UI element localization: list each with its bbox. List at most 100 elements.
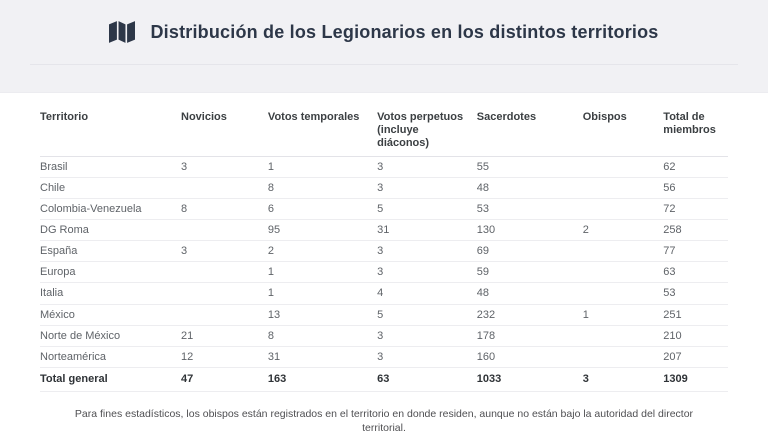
title-wrap: Distribución de los Legionarios en los d… [0, 0, 768, 44]
territory-cell: Europa [40, 261, 181, 284]
territory-cell: DG Roma [40, 219, 181, 242]
value-cell [582, 346, 664, 368]
table-row: Italia 1 4 48 53 [40, 282, 728, 305]
value-cell [181, 261, 268, 284]
territory-cell: Chile [40, 177, 181, 200]
value-cell: 77 [663, 240, 728, 263]
value-cell: 2 [267, 240, 378, 263]
value-cell: 48 [476, 282, 583, 305]
value-cell: 72 [663, 198, 728, 221]
total-value-cell: 163 [267, 367, 378, 392]
value-cell [181, 219, 268, 242]
column-header-label: Territorio [40, 111, 89, 123]
territories-table: Territorio Novicios Votos temporales Votos … [40, 107, 728, 392]
value-cell: 21 [181, 325, 268, 347]
column-header: Territorio [40, 107, 181, 157]
territory-cell: España [40, 240, 181, 263]
total-value-cell: 3 [582, 367, 664, 392]
table-head: Territorio Novicios Votos temporales Votos … [40, 107, 728, 157]
value-cell: 1 [582, 304, 664, 326]
value-cell [181, 304, 268, 326]
value-cell: 4 [377, 282, 477, 305]
table-section: Territorio Novicios Votos temporales Votos … [0, 93, 768, 433]
map-icon [109, 20, 136, 44]
header: Distribución de los Legionarios en los d… [0, 0, 768, 93]
column-header: Sacerdotes [476, 107, 583, 157]
table-row: Colombia-Venezuela 8 6 5 53 72 [40, 198, 728, 221]
value-cell: 95 [267, 219, 378, 242]
territory-cell: Italia [40, 282, 181, 305]
value-cell: 3 [377, 325, 477, 347]
value-cell: 69 [476, 240, 583, 263]
column-header-label: Votos temporales [267, 111, 360, 123]
value-cell: 59 [476, 261, 583, 284]
value-cell: 3 [377, 261, 477, 284]
value-cell: 3 [377, 346, 477, 368]
table-foot: Total general 47 163 63 1033 3 1309 [40, 367, 728, 392]
value-cell: 3 [377, 156, 477, 179]
value-cell: 3 [181, 240, 268, 263]
value-cell: 5 [377, 198, 477, 221]
value-cell: 160 [476, 346, 583, 368]
column-header: Votos perpetuos (incluye diáconos) [377, 107, 477, 157]
value-cell: 258 [663, 219, 728, 242]
territory-cell: México [40, 304, 181, 326]
value-cell [582, 156, 664, 179]
value-cell: 8 [181, 198, 268, 221]
value-cell: 232 [476, 304, 583, 326]
table-body: Brasil 3 1 3 55 62 Chile 8 3 48 56 Colombia-Venezue… [40, 156, 728, 368]
table-row: Brasil 3 1 3 55 62 [40, 156, 728, 179]
value-cell: 62 [663, 156, 728, 179]
value-cell: 55 [476, 156, 583, 179]
value-cell: 251 [663, 304, 728, 326]
table-row: México 13 5 232 1 251 [40, 304, 728, 326]
value-cell: 31 [377, 219, 477, 242]
column-header-label: Sacerdotes [476, 111, 537, 123]
table-row: Norteamérica 12 31 3 160 207 [40, 346, 728, 368]
column-header-label: Novicios [181, 111, 227, 123]
value-cell: 12 [181, 346, 268, 368]
value-cell: 6 [267, 198, 378, 221]
value-cell: 130 [476, 219, 583, 242]
table-row: Chile 8 3 48 56 [40, 177, 728, 200]
column-header-sublabel: (incluye diáconos) [377, 123, 430, 149]
value-cell: 210 [663, 325, 728, 347]
territory-cell: Norteamérica [40, 346, 181, 368]
value-cell: 63 [663, 261, 728, 284]
table-row: España 3 2 3 69 77 [40, 240, 728, 263]
total-row: Total general 47 163 63 1033 3 1309 [40, 367, 728, 392]
territory-cell: Colombia-Venezuela [40, 198, 181, 221]
value-cell [181, 177, 268, 200]
value-cell: 1 [267, 282, 378, 305]
column-header-label: Votos perpetuos [377, 111, 464, 123]
table-row: DG Roma 95 31 130 2 258 [40, 219, 728, 242]
value-cell: 53 [476, 198, 583, 221]
value-cell [582, 177, 664, 200]
total-value-cell: 1309 [663, 367, 728, 392]
value-cell: 13 [267, 304, 378, 326]
column-header: Total de miembros [663, 107, 728, 157]
total-value-cell: 63 [377, 367, 477, 392]
value-cell: 48 [476, 177, 583, 200]
value-cell: 1 [267, 261, 378, 284]
value-cell: 178 [476, 325, 583, 347]
column-header-label: Obispos [582, 111, 627, 123]
value-cell [582, 282, 664, 305]
value-cell: 5 [377, 304, 477, 326]
header-divider [30, 64, 738, 65]
column-header-label: Total de miembros [663, 111, 716, 136]
value-cell: 3 [181, 156, 268, 179]
value-cell [582, 261, 664, 284]
column-header: Novicios [181, 107, 268, 157]
value-cell: 2 [582, 219, 664, 242]
total-value-cell: 47 [181, 367, 268, 392]
column-header: Votos temporales [267, 107, 378, 157]
value-cell: 53 [663, 282, 728, 305]
footnote: Para fines estadísticos, los obispos est… [74, 407, 694, 433]
value-cell [181, 282, 268, 305]
page-title: Distribución de los Legionarios en los d… [150, 21, 659, 42]
value-cell: 56 [663, 177, 728, 200]
value-cell: 8 [267, 177, 378, 200]
value-cell: 3 [377, 240, 477, 263]
